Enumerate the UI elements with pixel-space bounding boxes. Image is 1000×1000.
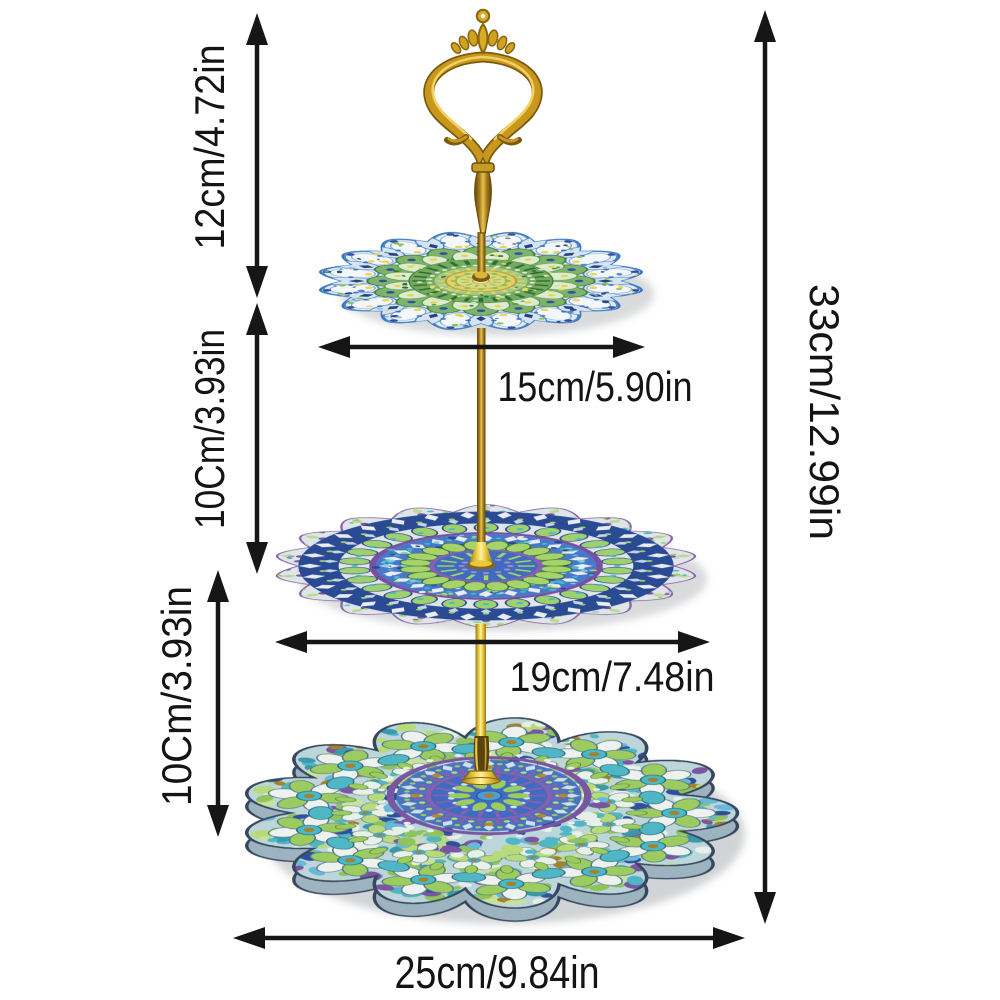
svg-text:10Cm/3.93in: 10Cm/3.93in	[186, 329, 233, 529]
svg-text:19cm/7.48in: 19cm/7.48in	[510, 653, 715, 700]
svg-text:10Cm/3.93in: 10Cm/3.93in	[153, 586, 200, 806]
svg-text:25cm/9.84in: 25cm/9.84in	[395, 947, 600, 998]
svg-text:15cm/5.90in: 15cm/5.90in	[498, 363, 693, 410]
svg-text:33cm/12.99in: 33cm/12.99in	[801, 284, 848, 540]
svg-text:12cm/4.72in: 12cm/4.72in	[186, 45, 233, 250]
